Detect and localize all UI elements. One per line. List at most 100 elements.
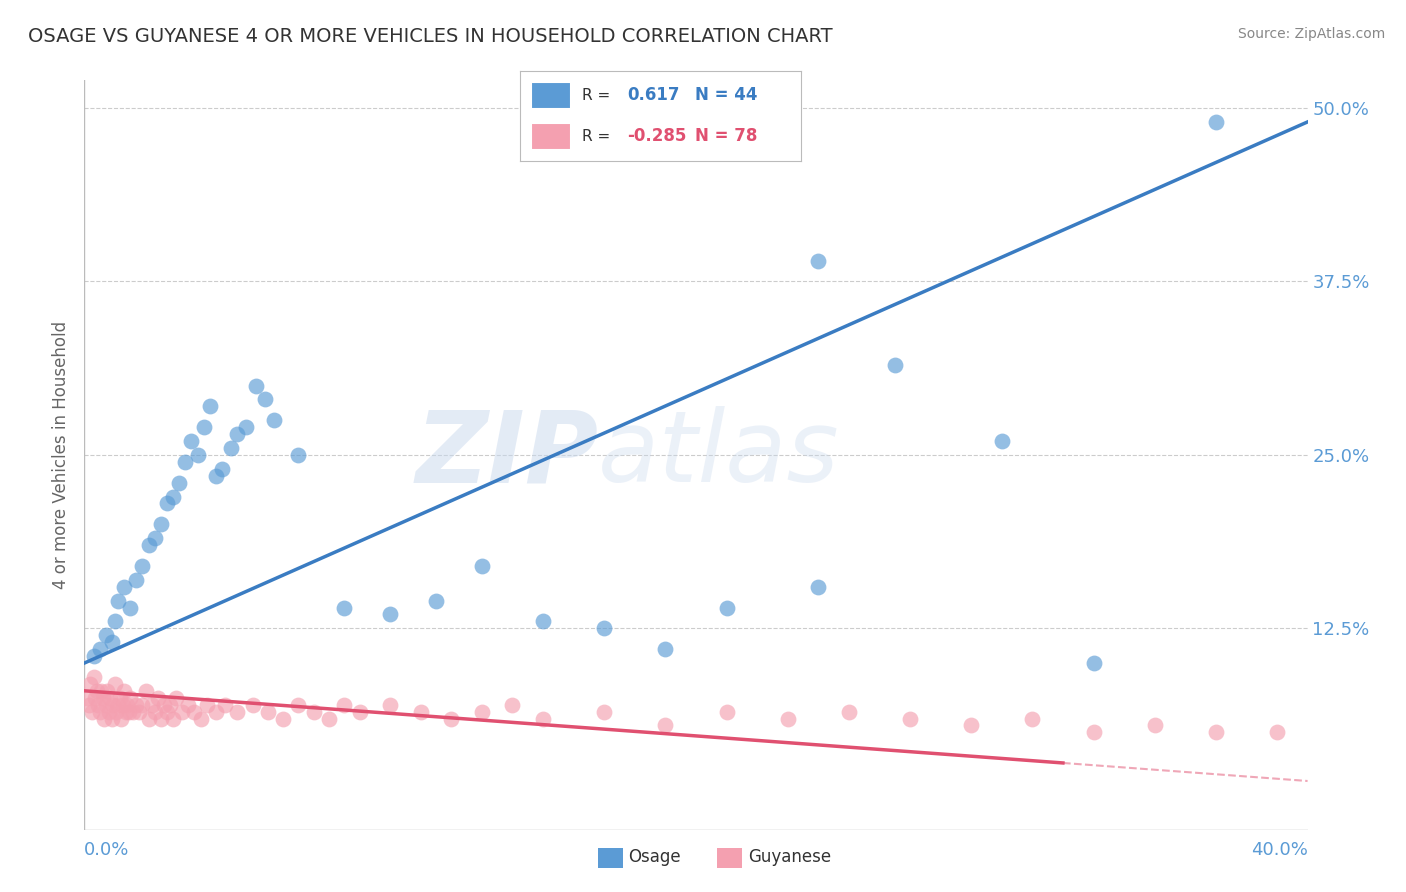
Bar: [531, 123, 571, 150]
Text: OSAGE VS GUYANESE 4 OR MORE VEHICLES IN HOUSEHOLD CORRELATION CHART: OSAGE VS GUYANESE 4 OR MORE VEHICLES IN …: [28, 27, 832, 45]
Point: [716, 600, 738, 615]
Point: [838, 705, 860, 719]
Point: [89, 705, 111, 719]
Point: [716, 705, 738, 719]
Point: [807, 580, 830, 594]
Point: [776, 712, 799, 726]
Point: [1265, 725, 1288, 739]
Point: [149, 712, 172, 726]
Point: [156, 496, 179, 510]
Point: [128, 705, 150, 719]
Point: [654, 642, 676, 657]
Point: [1205, 115, 1227, 129]
Point: [96, 683, 118, 698]
Text: R =: R =: [582, 129, 616, 144]
Text: -0.285: -0.285: [627, 128, 686, 145]
Point: [318, 712, 340, 726]
Point: [90, 683, 112, 698]
Point: [104, 615, 127, 629]
Point: [263, 413, 285, 427]
Point: [502, 698, 524, 712]
Point: [1083, 656, 1105, 670]
Point: [205, 468, 228, 483]
Point: [162, 712, 184, 726]
Point: [76, 690, 98, 705]
Point: [193, 420, 215, 434]
Text: 0.617: 0.617: [627, 87, 679, 104]
Point: [471, 558, 494, 573]
Point: [211, 462, 233, 476]
Point: [177, 698, 200, 712]
Text: atlas: atlas: [598, 407, 839, 503]
Point: [271, 712, 294, 726]
Point: [91, 690, 114, 705]
Point: [101, 635, 124, 649]
Point: [219, 441, 242, 455]
Point: [198, 400, 221, 414]
Point: [287, 448, 309, 462]
Point: [83, 670, 105, 684]
Point: [654, 718, 676, 732]
Point: [120, 600, 142, 615]
Point: [153, 698, 176, 712]
Point: [114, 705, 136, 719]
Point: [807, 253, 830, 268]
Point: [107, 698, 129, 712]
Point: [302, 705, 325, 719]
Point: [883, 358, 905, 372]
Point: [425, 593, 447, 607]
Bar: [531, 82, 571, 109]
Text: N = 44: N = 44: [695, 87, 756, 104]
Text: Osage: Osage: [628, 848, 681, 866]
Point: [108, 690, 131, 705]
Point: [146, 690, 169, 705]
Point: [471, 705, 494, 719]
Point: [1021, 712, 1043, 726]
Point: [103, 698, 125, 712]
Point: [77, 698, 100, 712]
Point: [242, 698, 264, 712]
Point: [235, 420, 257, 434]
Point: [380, 698, 402, 712]
Point: [409, 705, 432, 719]
Point: [105, 705, 128, 719]
Point: [141, 698, 163, 712]
Point: [991, 434, 1014, 448]
Point: [122, 705, 145, 719]
Point: [111, 698, 134, 712]
Point: [190, 712, 212, 726]
Point: [165, 690, 187, 705]
Point: [333, 600, 356, 615]
Point: [93, 712, 115, 726]
Point: [1143, 718, 1166, 732]
Point: [245, 378, 267, 392]
Point: [593, 705, 616, 719]
Point: [253, 392, 276, 407]
Point: [135, 683, 157, 698]
Point: [531, 712, 554, 726]
Point: [1205, 725, 1227, 739]
Point: [183, 705, 205, 719]
Point: [101, 712, 124, 726]
Point: [138, 712, 160, 726]
Point: [79, 677, 101, 691]
Point: [83, 649, 105, 664]
Text: Guyanese: Guyanese: [748, 848, 831, 866]
Point: [174, 455, 197, 469]
Point: [205, 705, 228, 719]
Point: [898, 712, 921, 726]
Point: [167, 475, 190, 490]
Point: [131, 558, 153, 573]
Point: [195, 698, 218, 712]
Point: [149, 517, 172, 532]
Point: [226, 705, 249, 719]
Point: [159, 698, 181, 712]
Point: [1083, 725, 1105, 739]
Text: N = 78: N = 78: [695, 128, 756, 145]
Point: [143, 705, 166, 719]
Point: [94, 628, 117, 642]
Point: [94, 698, 117, 712]
Point: [112, 683, 135, 698]
Point: [960, 718, 983, 732]
Point: [84, 690, 107, 705]
